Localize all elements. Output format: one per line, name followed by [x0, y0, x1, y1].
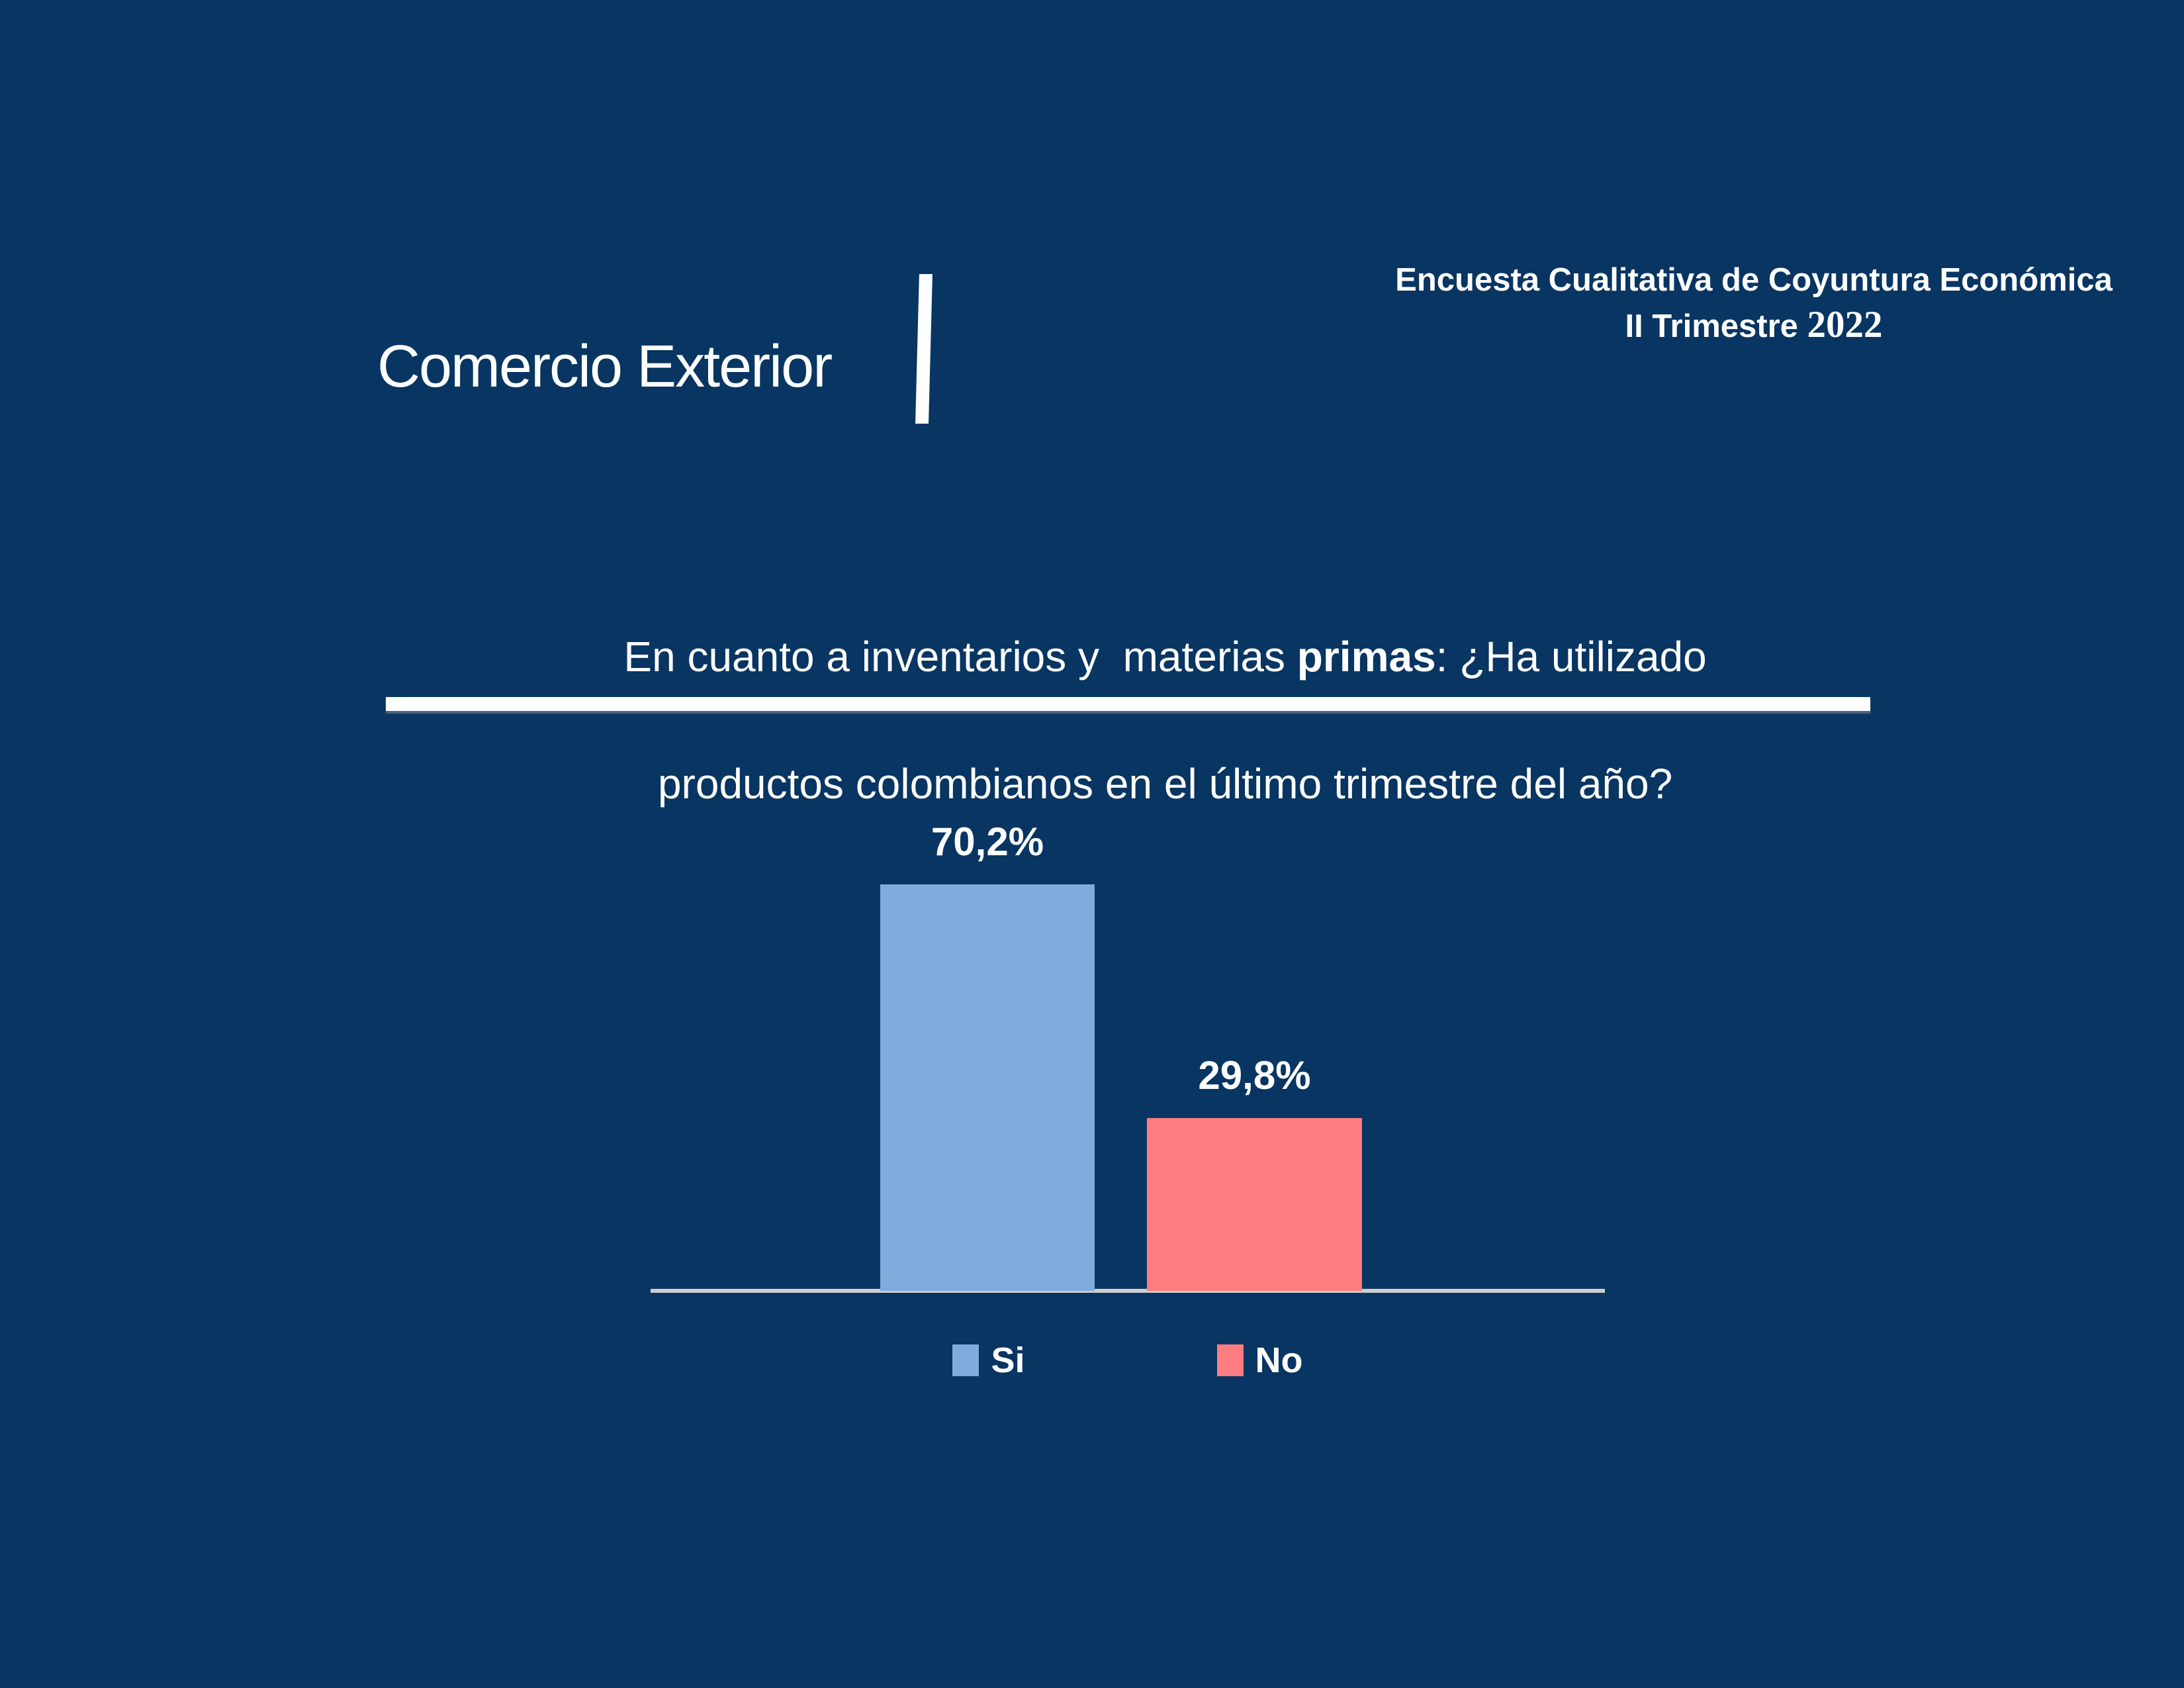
legend-item-si: Si — [952, 1340, 1025, 1380]
bar-no — [1147, 1118, 1362, 1291]
legend-label-no: No — [1255, 1340, 1303, 1380]
bar-si — [880, 884, 1095, 1291]
bar-no-value-label: 29,8% — [1198, 1053, 1311, 1098]
question-line1-bold: primas — [1297, 633, 1436, 680]
survey-header-trimester: II Trimestre — [1625, 308, 1798, 344]
question-line1-post: : ¿Ha utilizado — [1435, 633, 1707, 680]
bar-si-value-label: 70,2% — [931, 820, 1044, 864]
question-text: En cuanto a inventarios y materias prima… — [463, 561, 1820, 879]
legend-swatch-no — [1216, 1344, 1244, 1376]
legend-swatch-si — [952, 1344, 979, 1376]
legend-item-no: No — [1216, 1340, 1303, 1380]
chart-legend: Si No — [651, 1342, 1605, 1378]
question-line1-pre: En cuanto a inventarios y materias — [623, 633, 1297, 680]
question-underline — [386, 697, 1870, 711]
survey-header: Encuesta Cualitativa de Coyuntura Económ… — [1324, 259, 2184, 351]
page-title: Comercio Exterior — [377, 334, 833, 400]
question-line2: productos colombianos en el último trime… — [657, 760, 1673, 808]
survey-header-year: 2022 — [1807, 304, 1883, 346]
legend-label-si: Si — [991, 1340, 1025, 1380]
survey-header-line1: Encuesta Cualitativa de Coyuntura Económ… — [1395, 262, 2113, 298]
survey-header-line2: II Trimestre 2022 — [1324, 301, 2184, 351]
x-axis-line — [651, 1289, 1605, 1293]
